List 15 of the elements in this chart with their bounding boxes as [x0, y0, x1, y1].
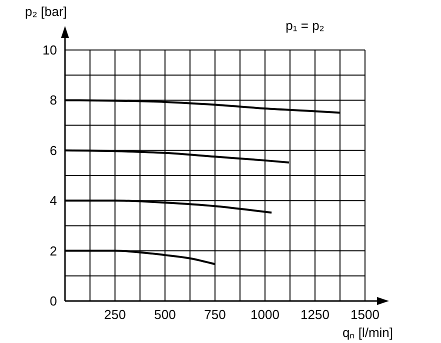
y-tick-label: 8: [50, 92, 57, 108]
x-axis-title: qₙ [l/min]: [342, 325, 393, 340]
x-tick-label: 500: [154, 307, 176, 322]
x-tick-label: 1500: [350, 307, 380, 322]
y-tick-label: 6: [50, 142, 57, 158]
y-tick-label: 2: [50, 243, 57, 258]
x-tick-label: 1000: [250, 307, 280, 322]
text: p₁ = p₂: [286, 18, 324, 33]
y-tick-label: 0: [50, 294, 57, 308]
y-tick-label: 4: [50, 193, 57, 208]
x-tick-label: 250: [104, 307, 126, 322]
x-tick-label: 750: [204, 307, 226, 322]
x-tick-label: 1250: [300, 307, 330, 322]
y-tick-label: 10: [42, 42, 57, 58]
y-axis-title: p₂ [bar]: [25, 4, 67, 19]
